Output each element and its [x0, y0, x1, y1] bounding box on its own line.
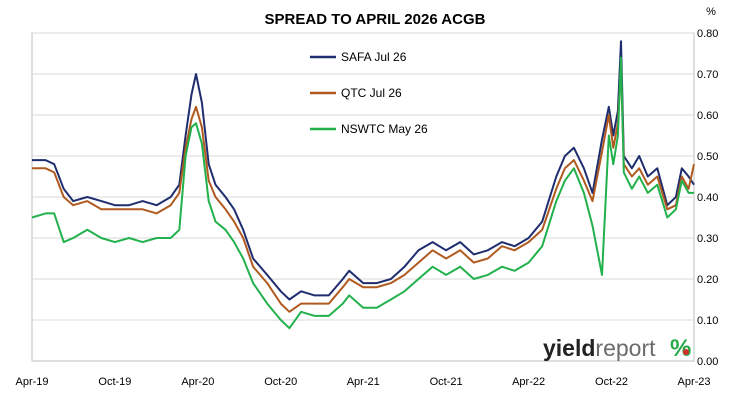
gridlines: [32, 32, 694, 321]
percent-accent-dot: [683, 349, 689, 355]
x-tick-label: Apr-19: [15, 376, 48, 388]
series-lines: [31, 40, 695, 330]
x-tick-label: Apr-23: [677, 376, 710, 388]
y-tick-label: 0.00: [697, 356, 718, 368]
y-tick-label: 0.50: [697, 151, 718, 163]
y-tick-label: 0.10: [697, 315, 718, 327]
legend: SAFA Jul 26 QTC Jul 26 NSWTC May 26: [310, 50, 428, 136]
series-line-0: [32, 40, 695, 301]
y-tick-label: 0.70: [697, 69, 718, 81]
y-tick-label: 0.80: [697, 28, 718, 40]
x-tick-label: Oct-20: [264, 376, 297, 388]
x-tick-label: Apr-21: [347, 376, 380, 388]
legend-label: NSWTC May 26: [341, 122, 428, 136]
legend-label: QTC Jul 26: [341, 86, 402, 100]
x-axis-ticks: Apr-19 Oct-19 Apr-20 Oct-20 Apr-21 Oct-21 Apr-…: [15, 376, 710, 388]
y-tick-label: 0.30: [697, 233, 718, 245]
x-tick-label: Oct-21: [430, 376, 463, 388]
y-tick-label: 0.20: [697, 274, 718, 286]
series-line-1: [32, 64, 695, 313]
x-tick-label: Apr-22: [512, 376, 545, 388]
y-tick-label: 0.60: [697, 110, 718, 122]
chart-title: SPREAD TO APRIL 2026 ACGB: [265, 11, 486, 28]
logo-word-report: report: [595, 335, 656, 361]
yieldreport-logo: yieldreport %: [543, 335, 691, 362]
logo-wordmark: yieldreport: [543, 335, 656, 361]
logo-word-yield: yield: [543, 335, 595, 361]
x-tick-label: Oct-22: [595, 376, 628, 388]
series-line-2: [31, 56, 694, 330]
x-tick-label: Oct-19: [98, 376, 131, 388]
percent-symbol: %: [670, 335, 691, 362]
y-axis-unit: %: [706, 6, 716, 18]
legend-label: SAFA Jul 26: [341, 50, 407, 64]
x-tick-label: Apr-20: [181, 376, 214, 388]
y-axis-ticks: 0.00 0.10 0.20 0.30 0.40 0.50 0.60 0.70 0.80: [697, 28, 718, 368]
y-tick-label: 0.40: [697, 192, 718, 204]
